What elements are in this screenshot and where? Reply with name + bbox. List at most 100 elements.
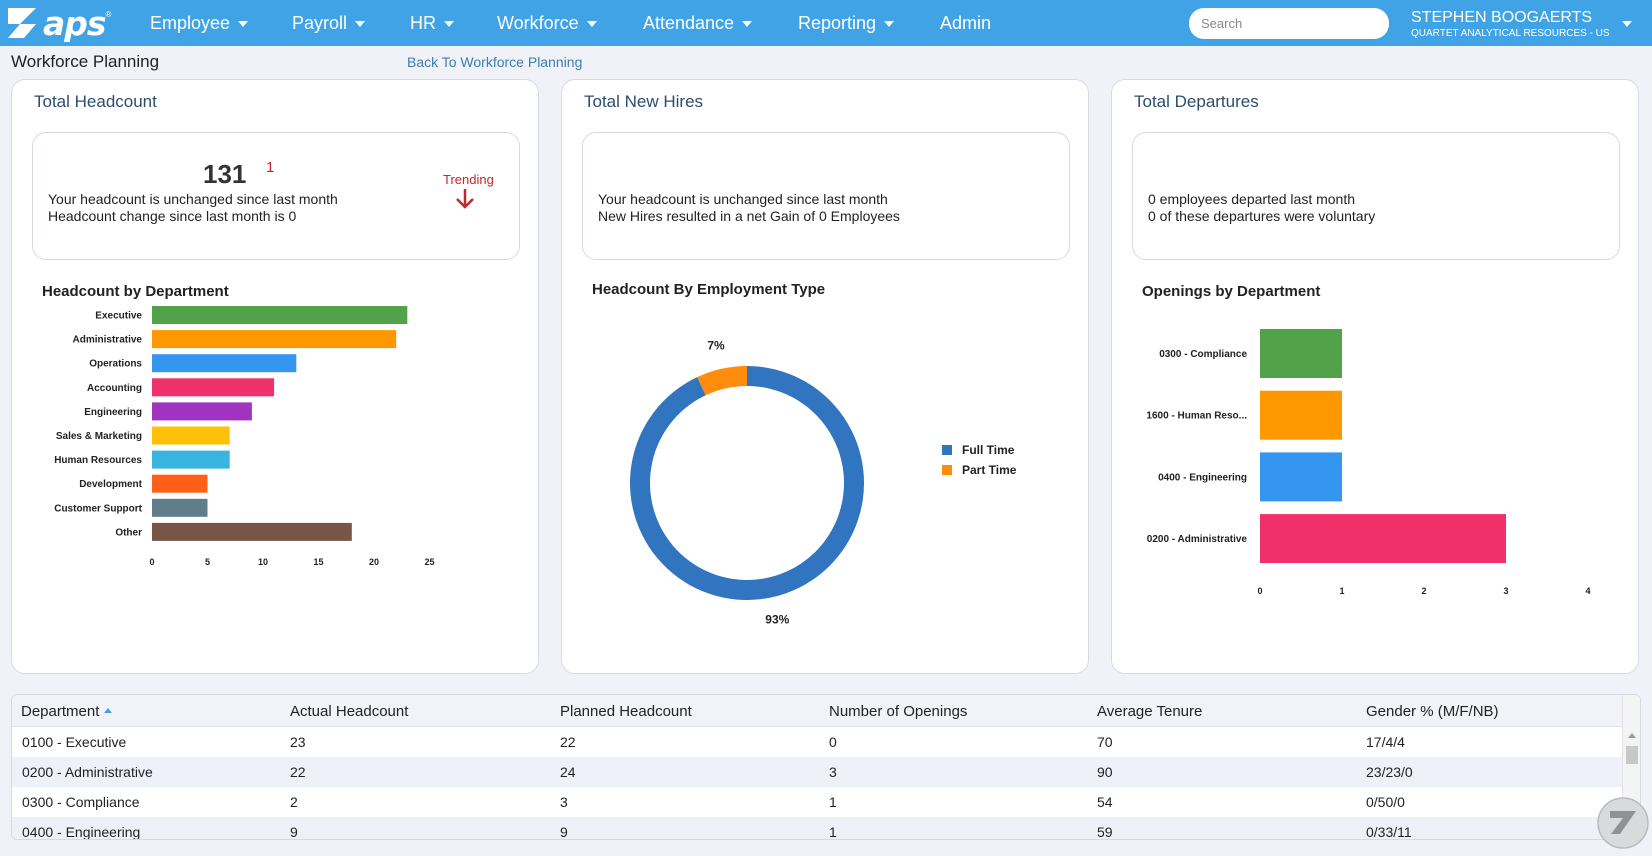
headcount-change-line: Headcount change since last month is 0 [48, 208, 297, 224]
bar-category-label: Engineering [84, 407, 142, 418]
headcount-by-employment-type-title: Headcount By Employment Type [592, 281, 826, 298]
bar [152, 306, 408, 324]
aps-logo[interactable]: aps ® [6, 3, 111, 43]
bar [152, 450, 230, 469]
legend-swatch [942, 465, 952, 475]
menu-workforce[interactable]: Workforce [497, 0, 597, 46]
trending-down-arrow-icon [456, 189, 474, 209]
headcount-by-department-chart: Executive Administrative Operations Account… [54, 306, 435, 567]
bar [1260, 514, 1506, 564]
bar-category-label: 0400 - Engineering [1158, 472, 1247, 483]
bar-category-label: Customer Support [54, 503, 142, 514]
x-tick-label: 2 [1421, 586, 1426, 596]
cell-planned-headcount: 24 [560, 764, 576, 780]
logo-text: aps [43, 3, 107, 43]
menu-payroll[interactable]: Payroll [292, 0, 366, 46]
column-header-average-tenure[interactable]: Average Tenure [1097, 703, 1203, 720]
bar [152, 378, 275, 397]
column-header-department[interactable]: Department [21, 703, 113, 720]
chevron-down-icon [238, 21, 249, 27]
x-tick-label: 20 [369, 557, 379, 567]
menu-attendance-label: Attendance [643, 12, 735, 33]
x-tick-label: 15 [313, 557, 323, 567]
menu-employee[interactable]: Employee [150, 0, 249, 46]
column-header-gender-percent[interactable]: Gender % (M/F/NB) [1366, 703, 1499, 720]
headcount-summary-card: 131 1 Your headcount is unchanged since … [32, 132, 520, 260]
x-tick-label: 0 [1257, 586, 1262, 596]
headcount-by-department-title: Headcount by Department [42, 283, 229, 300]
departures-summary-card: 0 employees departed last month 0 of the… [1132, 132, 1620, 260]
trending-label: Trending [443, 172, 494, 187]
column-header-number-of-openings[interactable]: Number of Openings [829, 703, 968, 720]
bar [1260, 390, 1342, 440]
cell-gender-percent: 17/4/4 [1366, 734, 1405, 750]
bar [1260, 452, 1342, 502]
headcount-by-employment-type-chart: 93% 7% Full Time Part Time [630, 338, 1017, 627]
cell-number-of-openings: 1 [829, 794, 837, 810]
cell-average-tenure: 54 [1097, 794, 1113, 810]
x-tick-label: 1 [1339, 586, 1344, 596]
cell-number-of-openings: 1 [829, 824, 837, 840]
x-tick-label: 4 [1585, 586, 1590, 596]
donut-percent-label: 93% [765, 613, 789, 627]
bar-category-label: Accounting [87, 383, 142, 394]
cell-gender-percent: 23/23/0 [1366, 764, 1413, 780]
x-tick-label: 10 [258, 557, 268, 567]
cell-department: 0300 - Compliance [22, 794, 140, 810]
cell-planned-headcount: 22 [560, 734, 576, 750]
cell-average-tenure: 59 [1097, 824, 1113, 840]
menu-reporting[interactable]: Reporting [798, 0, 895, 46]
menu-attendance[interactable]: Attendance [643, 0, 753, 46]
cell-actual-headcount: 23 [290, 734, 306, 750]
user-name[interactable]: STEPHEN BOOGAERTS [1411, 9, 1593, 26]
help-widget-icon[interactable] [1596, 796, 1650, 850]
cell-planned-headcount: 3 [560, 794, 568, 810]
bar [152, 402, 252, 421]
chevron-down-icon [355, 21, 366, 27]
bar-category-label: Development [79, 479, 142, 490]
scroll-up-arrow-icon[interactable] [1628, 733, 1636, 738]
cell-actual-headcount: 2 [290, 794, 298, 810]
x-tick-label: 25 [424, 557, 434, 567]
column-header-planned-headcount[interactable]: Planned Headcount [560, 703, 692, 720]
scrollbar-thumb[interactable] [1626, 746, 1638, 764]
new-hires-summary-card: Your headcount is unchanged since last m… [582, 132, 1070, 260]
back-to-workforce-planning-link[interactable]: Back To Workforce Planning [407, 54, 583, 70]
user-menu-chevron-down-icon[interactable] [1622, 21, 1632, 27]
legend-label: Full Time [962, 443, 1015, 457]
bar-category-label: 0200 - Administrative [1147, 534, 1248, 545]
bar-category-label: Administrative [73, 335, 143, 346]
bar-category-label: Other [115, 527, 142, 538]
user-organization: QUARTET ANALYTICAL RESOURCES - US [1411, 28, 1610, 39]
cell-actual-headcount: 9 [290, 824, 298, 840]
cell-average-tenure: 70 [1097, 734, 1113, 750]
headcount-count: 131 [203, 159, 247, 189]
new-hires-net-gain-line: New Hires resulted in a net Gain of 0 Em… [598, 208, 900, 224]
headcount-small-count: 1 [266, 159, 275, 176]
search-input[interactable] [1189, 8, 1389, 39]
menu-admin[interactable]: Admin [940, 0, 991, 46]
table-row[interactable]: 0200 - Administrative 22 24 3 90 23/23/0 [12, 757, 1624, 787]
x-tick-label: 0 [149, 557, 154, 567]
table-row[interactable]: 0400 - Engineering 9 9 1 59 0/33/11 [12, 817, 1624, 840]
column-header-actual-headcount[interactable]: Actual Headcount [290, 703, 409, 720]
table-row[interactable]: 0300 - Compliance 2 3 1 54 0/50/0 [12, 787, 1624, 817]
cell-gender-percent: 0/50/0 [1366, 794, 1405, 810]
panel-title: Total Departures [1134, 92, 1259, 111]
menu-hr[interactable]: HR [410, 0, 454, 46]
table-row[interactable]: 0100 - Executive 23 22 0 70 17/4/4 [12, 727, 1624, 757]
menu-admin-label: Admin [940, 12, 992, 33]
bar [152, 522, 352, 541]
total-departures-panel: Total Departures 0 employees departed la… [1111, 79, 1639, 674]
chevron-down-icon [742, 21, 753, 27]
bar-category-label: Operations [89, 359, 142, 370]
legend-swatch [942, 445, 952, 455]
openings-by-department-title: Openings by Department [1142, 283, 1321, 300]
cell-number-of-openings: 3 [829, 764, 837, 780]
bar-category-label: Human Resources [54, 455, 142, 466]
bar [152, 354, 297, 373]
bar-category-label: 1600 - Human Reso... [1146, 411, 1247, 422]
bar [152, 426, 230, 445]
aps-logo-icon [8, 8, 36, 38]
